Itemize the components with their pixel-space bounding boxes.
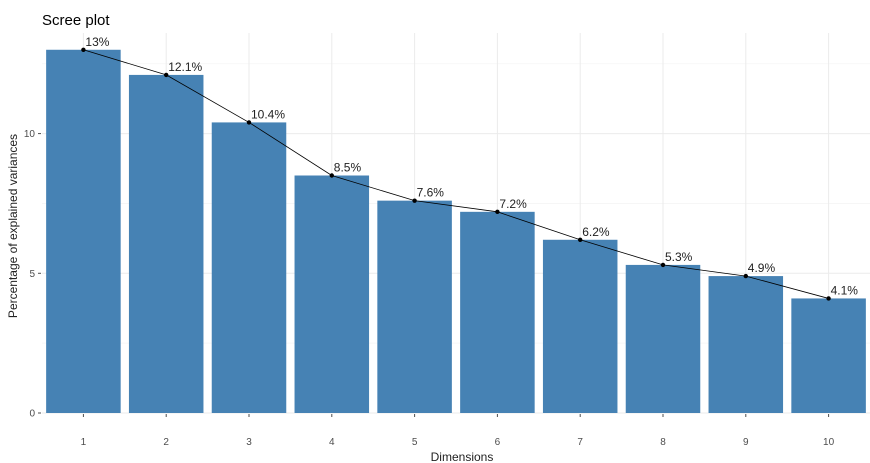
point-dim-4: [329, 173, 334, 178]
data-label-dim-8: 5.3%: [665, 250, 693, 264]
x-tick-label: 2: [163, 437, 169, 448]
data-label-dim-7: 6.2%: [582, 225, 610, 239]
x-tick-label: 9: [743, 437, 749, 448]
y-tick-label: 0: [29, 409, 35, 420]
x-tick-label: 3: [246, 437, 252, 448]
data-label-dim-2: 12.1%: [168, 60, 202, 74]
data-label-dim-1: 13%: [85, 35, 109, 49]
bar-dim-10: [791, 298, 866, 413]
x-tick-label: 8: [660, 437, 666, 448]
point-dim-5: [412, 198, 417, 203]
x-tick-label: 5: [412, 437, 418, 448]
trend-line-layer: [83, 49, 829, 299]
point-dim-8: [660, 262, 666, 268]
y-axis-ticks: 0 5 10: [24, 129, 41, 420]
bar-dim-9: [708, 276, 784, 413]
point-dim-9: [743, 273, 748, 279]
bar-dim-2: [128, 74, 204, 413]
bar-dim-5: [377, 200, 452, 413]
x-tick-label: 6: [495, 437, 501, 448]
point-dim-6: [495, 209, 500, 215]
y-axis-title: Percentage of explained variances: [6, 134, 20, 318]
data-label-dim-5: 7.6%: [417, 186, 445, 200]
y-tick-label: 10: [24, 129, 36, 140]
point-dim-10: [826, 296, 831, 301]
point-dim-3: [246, 120, 252, 125]
point-dim-7: [578, 237, 583, 242]
x-axis-title: Dimensions: [431, 450, 494, 463]
chart-title: Scree plot: [42, 12, 110, 29]
data-label-dim-10: 4.1%: [831, 283, 859, 297]
point-dim-2: [164, 72, 169, 78]
x-tick-label: 10: [823, 437, 835, 448]
bar-dim-6: [460, 211, 535, 413]
x-axis-ticks: 1 2 3 4 5 6 7 8 9 10: [81, 414, 835, 448]
x-tick-label: 7: [577, 437, 583, 448]
data-label-dim-6: 7.2%: [499, 197, 527, 211]
bars: [46, 49, 866, 413]
points: [81, 47, 831, 301]
data-labels: 13% 12.1% 10.4% 8.5% 7.6% 7.2% 6.2% 5.3% 4.9% 4.1…: [85, 35, 858, 298]
trend-line: [83, 49, 829, 299]
data-label-dim-3: 10.4%: [251, 107, 285, 121]
bar-dim-8: [625, 264, 701, 413]
bar-dim-7: [542, 239, 618, 413]
data-label-dim-4: 8.5%: [334, 161, 362, 175]
x-tick-label: 1: [81, 437, 87, 448]
data-label-dim-9: 4.9%: [748, 261, 776, 275]
bar-dim-4: [294, 175, 370, 413]
y-tick-label: 5: [29, 269, 35, 280]
bar-dim-1: [46, 49, 121, 413]
bar-dim-3: [211, 122, 287, 413]
point-dim-1: [81, 47, 86, 52]
x-tick-label: 4: [329, 437, 335, 448]
